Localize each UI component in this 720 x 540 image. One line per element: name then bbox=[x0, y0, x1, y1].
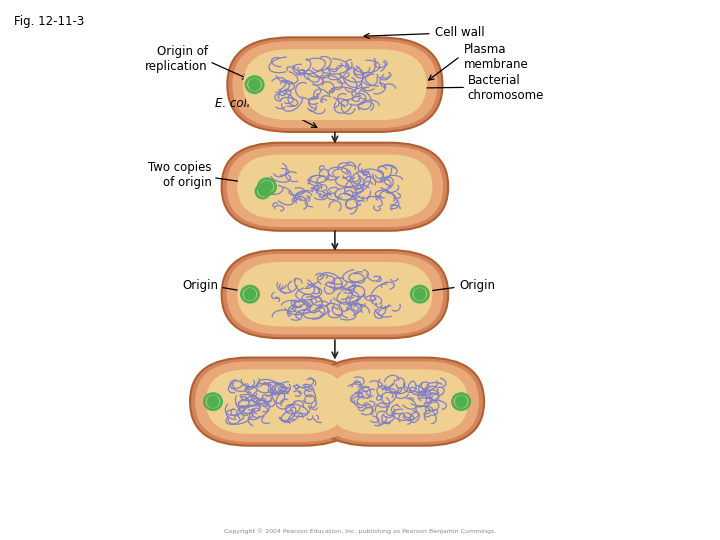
Text: Fig. 12-11-3: Fig. 12-11-3 bbox=[14, 15, 84, 28]
Ellipse shape bbox=[413, 288, 426, 301]
Text: Copyright © 2004 Pearson Education, Inc. publishing as Pearson Benjamin Cummings: Copyright © 2004 Pearson Education, Inc.… bbox=[224, 529, 496, 534]
Ellipse shape bbox=[207, 395, 220, 408]
Text: Origin: Origin bbox=[183, 279, 219, 292]
Text: Origin: Origin bbox=[459, 279, 495, 292]
FancyBboxPatch shape bbox=[227, 254, 444, 334]
FancyBboxPatch shape bbox=[222, 250, 449, 338]
FancyBboxPatch shape bbox=[233, 41, 438, 128]
FancyBboxPatch shape bbox=[238, 262, 433, 326]
FancyBboxPatch shape bbox=[195, 361, 357, 442]
FancyBboxPatch shape bbox=[317, 361, 479, 442]
FancyBboxPatch shape bbox=[228, 37, 443, 132]
Text: Cell wall: Cell wall bbox=[436, 26, 485, 39]
Ellipse shape bbox=[454, 395, 467, 408]
Ellipse shape bbox=[261, 180, 274, 193]
FancyBboxPatch shape bbox=[190, 357, 362, 446]
FancyBboxPatch shape bbox=[312, 357, 484, 446]
Ellipse shape bbox=[248, 78, 261, 91]
FancyBboxPatch shape bbox=[206, 369, 346, 434]
FancyBboxPatch shape bbox=[328, 369, 468, 434]
Text: Plasma
membrane: Plasma membrane bbox=[464, 43, 528, 71]
Text: Two copies
of origin: Two copies of origin bbox=[148, 161, 212, 190]
Text: Origin of
replication: Origin of replication bbox=[145, 45, 208, 73]
FancyBboxPatch shape bbox=[222, 143, 449, 231]
Text: E. coli cell: E. coli cell bbox=[215, 97, 274, 110]
FancyBboxPatch shape bbox=[243, 49, 427, 120]
Ellipse shape bbox=[258, 186, 267, 196]
FancyBboxPatch shape bbox=[238, 154, 433, 219]
Text: Bacterial
chromosome: Bacterial chromosome bbox=[467, 75, 544, 103]
FancyBboxPatch shape bbox=[227, 146, 444, 227]
Ellipse shape bbox=[243, 288, 256, 301]
